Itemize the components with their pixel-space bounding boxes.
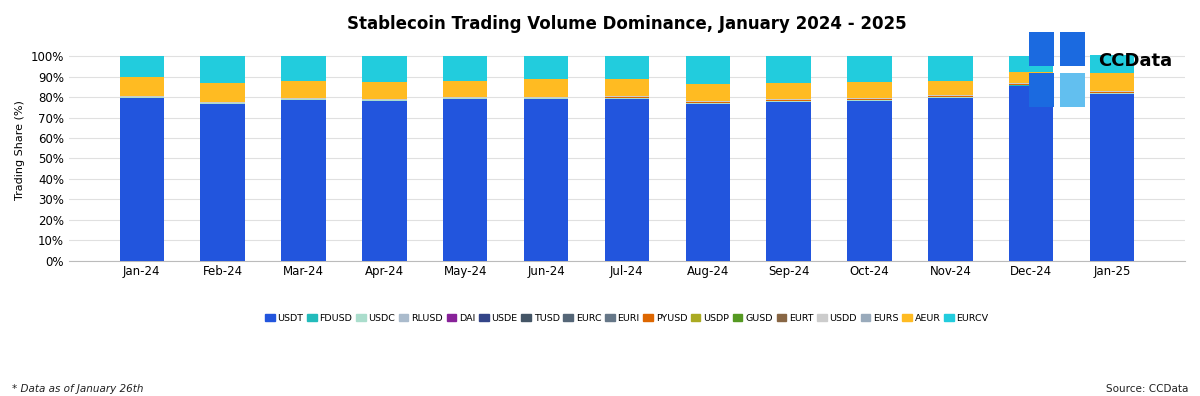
Bar <box>524 98 569 99</box>
Bar <box>685 101 730 103</box>
Bar <box>1009 84 1054 85</box>
Bar <box>605 95 649 97</box>
Bar <box>928 97 972 98</box>
Bar <box>928 95 972 96</box>
Bar <box>200 104 245 105</box>
Bar <box>847 82 892 98</box>
Bar <box>443 97 487 98</box>
Bar <box>362 57 407 82</box>
Bar <box>1090 93 1134 94</box>
Bar <box>443 98 487 99</box>
Bar <box>524 57 569 79</box>
Bar <box>200 83 245 103</box>
Bar <box>362 82 407 99</box>
Bar <box>928 96 972 97</box>
Bar <box>1061 32 1085 66</box>
Bar <box>847 100 892 101</box>
Bar <box>281 100 325 261</box>
Bar <box>120 97 164 98</box>
Bar <box>120 98 164 261</box>
Bar <box>767 101 811 102</box>
Bar <box>685 57 730 84</box>
Bar <box>120 57 164 77</box>
Y-axis label: Trading Share (%): Trading Share (%) <box>14 101 25 200</box>
Bar <box>200 57 245 83</box>
Bar <box>281 57 325 81</box>
Bar <box>362 101 407 261</box>
Bar <box>200 103 245 104</box>
Bar <box>685 84 730 101</box>
Bar <box>767 100 811 101</box>
Bar <box>847 101 892 261</box>
Bar <box>281 98 325 99</box>
Bar <box>281 81 325 98</box>
Bar <box>200 105 245 261</box>
Bar <box>524 97 569 98</box>
Bar <box>605 57 649 79</box>
Bar <box>1030 32 1055 66</box>
Bar <box>605 99 649 261</box>
Bar <box>767 57 811 83</box>
Bar <box>685 103 730 104</box>
Bar <box>767 103 811 261</box>
Bar <box>120 77 164 96</box>
Bar <box>1090 73 1134 91</box>
Bar <box>524 79 569 97</box>
Bar <box>120 96 164 97</box>
Bar <box>1090 55 1134 73</box>
Bar <box>1030 73 1055 107</box>
Bar <box>685 104 730 105</box>
Bar <box>605 97 649 98</box>
Bar <box>1009 57 1054 72</box>
Bar <box>605 79 649 95</box>
Bar <box>928 98 972 261</box>
Bar <box>847 98 892 99</box>
Bar <box>847 99 892 100</box>
Title: Stablecoin Trading Volume Dominance, January 2024 - 2025: Stablecoin Trading Volume Dominance, Jan… <box>347 15 907 33</box>
Bar <box>1009 86 1054 261</box>
Bar <box>362 100 407 101</box>
Bar <box>281 99 325 100</box>
Bar <box>767 83 811 99</box>
Bar <box>685 105 730 261</box>
Bar <box>847 57 892 82</box>
Bar <box>767 102 811 103</box>
Bar <box>928 57 972 81</box>
Bar <box>767 99 811 100</box>
Bar <box>1009 85 1054 86</box>
Bar <box>1090 91 1134 93</box>
Bar <box>1009 72 1054 83</box>
Bar <box>605 98 649 99</box>
Legend: USDT, FDUSD, USDC, RLUSD, DAI, USDE, TUSD, EURC, EURI, PYUSD, USDP, GUSD, EURT, : USDT, FDUSD, USDC, RLUSD, DAI, USDE, TUS… <box>265 314 989 323</box>
Bar <box>443 99 487 261</box>
Bar <box>928 81 972 95</box>
Bar <box>443 57 487 81</box>
Bar <box>1090 94 1134 261</box>
Text: * Data as of January 26th: * Data as of January 26th <box>12 384 144 394</box>
Text: CCData: CCData <box>1098 52 1172 70</box>
Bar <box>443 81 487 97</box>
Bar <box>524 99 569 261</box>
Text: Source: CCData: Source: CCData <box>1105 384 1188 394</box>
Bar <box>1009 83 1054 84</box>
Bar <box>362 99 407 100</box>
Bar <box>1061 73 1085 107</box>
